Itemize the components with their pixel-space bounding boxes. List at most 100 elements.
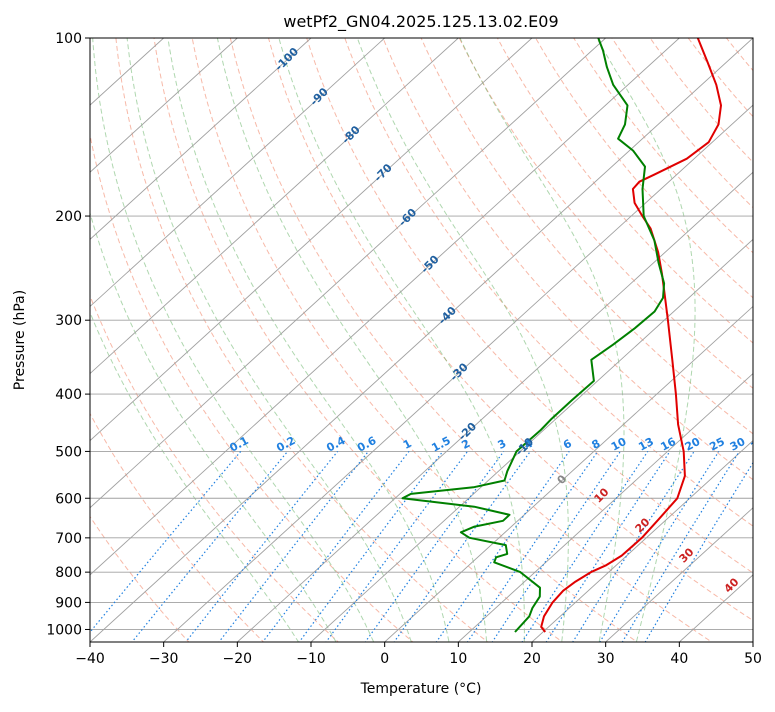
mixing-ratio-label: 16: [658, 435, 678, 454]
isotherm-line: [90, 38, 459, 375]
y-tick-label: 500: [55, 444, 82, 460]
isotherm-line: [458, 372, 753, 642]
mixing-ratio-line: [621, 451, 740, 642]
x-tick-label: 20: [523, 651, 541, 667]
dry-adiabat-line: [90, 412, 265, 642]
dry-adiabat-line: [496, 38, 753, 344]
dry-adiabat-line: [649, 38, 753, 163]
dry-adiabat-label: 20: [633, 515, 653, 535]
mixing-ratio-line: [218, 451, 369, 642]
mixing-ratio-label: 6: [561, 437, 574, 452]
y-tick-label: 900: [55, 595, 82, 611]
x-tick-label: −40: [75, 651, 105, 667]
dry-adiabat-line: [115, 38, 489, 642]
moist-adiabat-line: [596, 38, 696, 642]
mixing-ratio-label: 8: [590, 437, 603, 452]
mixing-ratio-line: [325, 451, 468, 642]
mixing-ratio-line: [491, 451, 621, 642]
mixing-ratio-line: [572, 451, 695, 642]
dry-adiabat-line: [229, 38, 713, 642]
mixing-ratio-label: 36: [749, 435, 769, 454]
dry-adiabat-label: 40: [722, 575, 742, 595]
y-tick-label: 100: [55, 31, 82, 47]
isotherm-line: [384, 305, 753, 642]
isotherm-label: -100: [272, 45, 301, 74]
dry-adiabat-line: [90, 294, 339, 642]
x-tick-label: −20: [223, 651, 253, 667]
moist-adiabat-line: [278, 38, 525, 642]
x-tick-label: 30: [597, 651, 615, 667]
mixing-ratio-line: [262, 451, 410, 642]
y-tick-label: 300: [55, 313, 82, 329]
isotherm-line: [752, 641, 753, 642]
mixing-ratio-line: [466, 451, 599, 642]
y-tick-label: 600: [55, 491, 82, 507]
dry-adiabat-line: [754, 25, 775, 649]
x-tick-label: 10: [449, 651, 467, 667]
dry-adiabat-line: [420, 38, 753, 435]
axes-layer: −40 −30 −20 −10 0 10 20 30 40 50 100 200 300 400 500 60…: [46, 31, 762, 667]
mixing-ratio-line: [364, 451, 505, 642]
moist-adiabat-line: [126, 38, 412, 642]
x-tick-label: 50: [744, 651, 762, 667]
mixing-ratio-line: [435, 451, 570, 642]
dry-adiabat-line: [153, 38, 564, 642]
temperature-profile-line: [540, 38, 722, 633]
dry-adiabat-label: 30: [677, 545, 697, 565]
dry-adiabat-line: [535, 38, 753, 299]
dry-adiabat-line: [90, 515, 190, 642]
isotherm-line: [163, 104, 753, 642]
y-tick-label: 1000: [46, 622, 82, 638]
dry-adiabat-line: [382, 38, 753, 481]
moist-adiabat-line: [356, 38, 569, 642]
mixing-ratio-line: [644, 461, 753, 642]
moist-adiabat-line: [167, 38, 450, 642]
y-tick-label: 700: [55, 531, 82, 547]
isotherm-line: [90, 38, 312, 240]
x-tick-label: −30: [149, 651, 179, 667]
isotherm-line: [90, 38, 753, 642]
moist-adiabat-line: [216, 38, 488, 642]
mixing-ratio-label: 13: [636, 435, 656, 454]
chart-title: wetPf2_GN04.2025.125.13.02.E09: [283, 12, 558, 32]
mixing-ratio-line: [599, 451, 720, 642]
x-tick-label: −10: [296, 651, 326, 667]
y-axis-label: Pressure (hPa): [12, 290, 28, 390]
mixing-ratio-label: 25: [707, 435, 727, 454]
moist-adiabat-line: [90, 311, 300, 642]
x-axis-label: Temperature (°C): [360, 681, 482, 697]
dry-adiabat-line: [267, 38, 753, 622]
isotherm-line: [605, 507, 753, 642]
isotherm-line: [90, 38, 606, 509]
isotherm-line: [531, 440, 753, 642]
mixing-ratio-label: 10: [609, 435, 629, 454]
dry-adiabat-line: [306, 38, 753, 574]
mixing-ratio-line: [521, 451, 649, 642]
profile-layer: [401, 38, 722, 633]
isotherm-line: [90, 38, 680, 576]
mixing-ratio-label: 30: [728, 435, 748, 454]
mixing-ratio-line: [545, 451, 671, 642]
mixing-ratio-line: [90, 451, 242, 633]
moist-adiabat-line: [459, 38, 625, 642]
isotherm-line: [90, 38, 238, 173]
dry-adiabat-line: [344, 38, 753, 527]
moist-adiabat-line: [92, 38, 375, 642]
mixing-ratio-label: 20: [683, 435, 703, 454]
mixing-ratio-label: 3: [496, 437, 509, 452]
moist-adiabat-line: [90, 211, 337, 642]
isotherm-line: [90, 38, 385, 308]
plot-frame: [89, 37, 754, 643]
isotherm-line: [90, 38, 533, 442]
x-tick-label: 40: [670, 651, 688, 667]
mixing-ratio-line: [298, 451, 444, 642]
dry-adiabat-line: [191, 38, 638, 642]
grid-layer: [90, 25, 775, 649]
y-tick-label: 200: [55, 209, 82, 225]
x-tick-label: 0: [380, 651, 389, 667]
y-tick-label: 400: [55, 387, 82, 403]
dewpoint-profile-line: [401, 38, 666, 633]
mixing-ratio-line: [393, 451, 531, 642]
